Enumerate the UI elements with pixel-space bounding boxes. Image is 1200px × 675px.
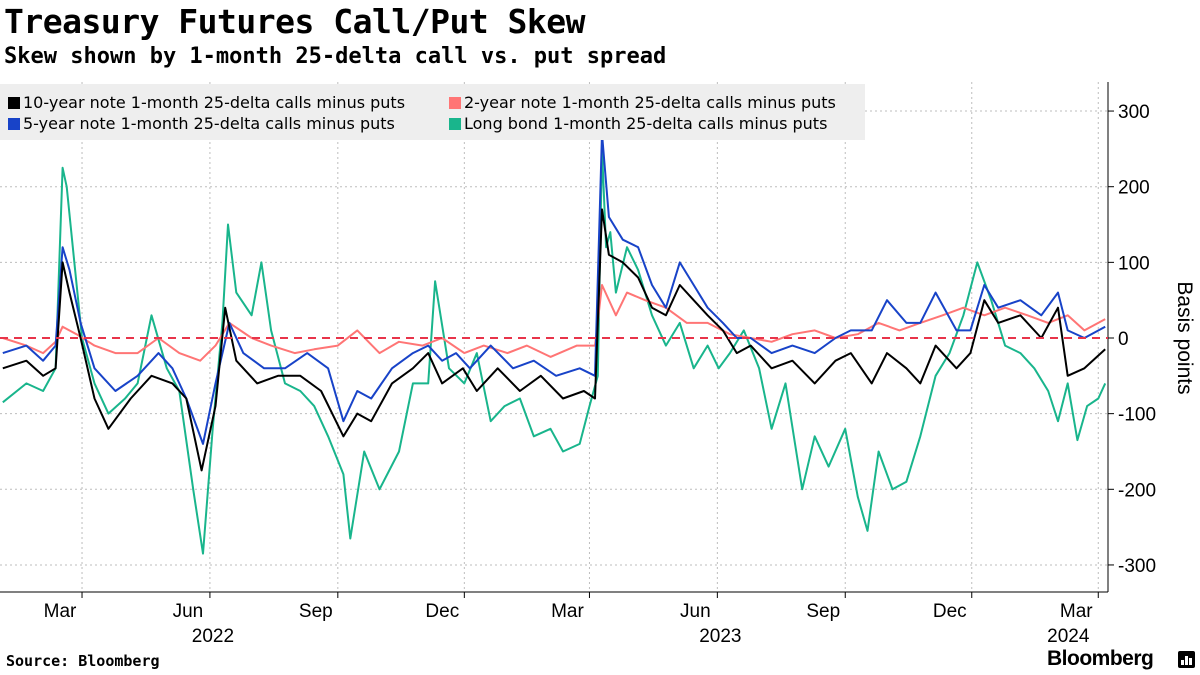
legend-label-10-year: 10-year note 1-month 25-delta calls minu… xyxy=(23,93,406,112)
legend-item-2-year: 2-year note 1-month 25-delta calls minus… xyxy=(449,93,836,113)
x-tick-label: Sep xyxy=(806,601,840,622)
x-tick-label: Mar xyxy=(551,601,584,622)
chart-title: Treasury Futures Call/Put Skew xyxy=(4,2,586,41)
y-tick-label: 0 xyxy=(1118,329,1129,350)
chart-subtitle: Skew shown by 1-month 25-delta call vs. … xyxy=(4,44,667,69)
series-line-3 xyxy=(2,208,1106,472)
legend-label-long-bond: Long bond 1-month 25-delta calls minus p… xyxy=(464,114,828,133)
legend-swatch-5-year xyxy=(8,118,20,130)
y-tick-label: 200 xyxy=(1118,178,1150,199)
legend-item-long-bond: Long bond 1-month 25-delta calls minus p… xyxy=(449,114,827,134)
legend-swatch-2-year xyxy=(449,97,461,109)
y-tick-label: -100 xyxy=(1118,405,1156,426)
legend-label-2-year: 2-year note 1-month 25-delta calls minus… xyxy=(464,93,836,112)
x-tick-label: Jun xyxy=(173,601,204,622)
bloomberg-chart-icon xyxy=(1178,651,1195,668)
y-tick-label: -200 xyxy=(1118,480,1156,501)
legend-label-5-year: 5-year note 1-month 25-delta calls minus… xyxy=(23,114,395,133)
legend-item-10-year: 10-year note 1-month 25-delta calls minu… xyxy=(8,93,405,113)
series-line-0 xyxy=(2,147,1107,555)
x-tick-label: Mar xyxy=(44,601,77,622)
y-axis-label: Basis points xyxy=(1173,281,1196,394)
series-line-1 xyxy=(2,284,1106,362)
series-line-2 xyxy=(2,132,1106,445)
x-tick-label: Jun xyxy=(680,601,711,622)
x-tick-label: Dec xyxy=(933,601,967,622)
x-tick-label: Mar xyxy=(1060,601,1093,622)
x-year-label: 2023 xyxy=(699,626,741,647)
x-year-label: 2024 xyxy=(1047,626,1090,647)
y-tick-label: -300 xyxy=(1118,556,1156,577)
chart-legend: 10-year note 1-month 25-delta calls minu… xyxy=(0,84,865,140)
legend-item-5-year: 5-year note 1-month 25-delta calls minus… xyxy=(8,114,395,134)
x-year-label: 2022 xyxy=(192,626,234,647)
x-tick-label: Dec xyxy=(425,601,459,622)
source-note: Source: Bloomberg xyxy=(6,652,160,670)
x-tick-label: Sep xyxy=(299,601,333,622)
legend-swatch-long-bond xyxy=(449,118,461,130)
bloomberg-logo: Bloomberg xyxy=(1047,647,1154,670)
legend-swatch-10-year xyxy=(8,97,20,109)
y-tick-label: 100 xyxy=(1118,253,1150,274)
y-tick-label: 300 xyxy=(1118,102,1150,123)
